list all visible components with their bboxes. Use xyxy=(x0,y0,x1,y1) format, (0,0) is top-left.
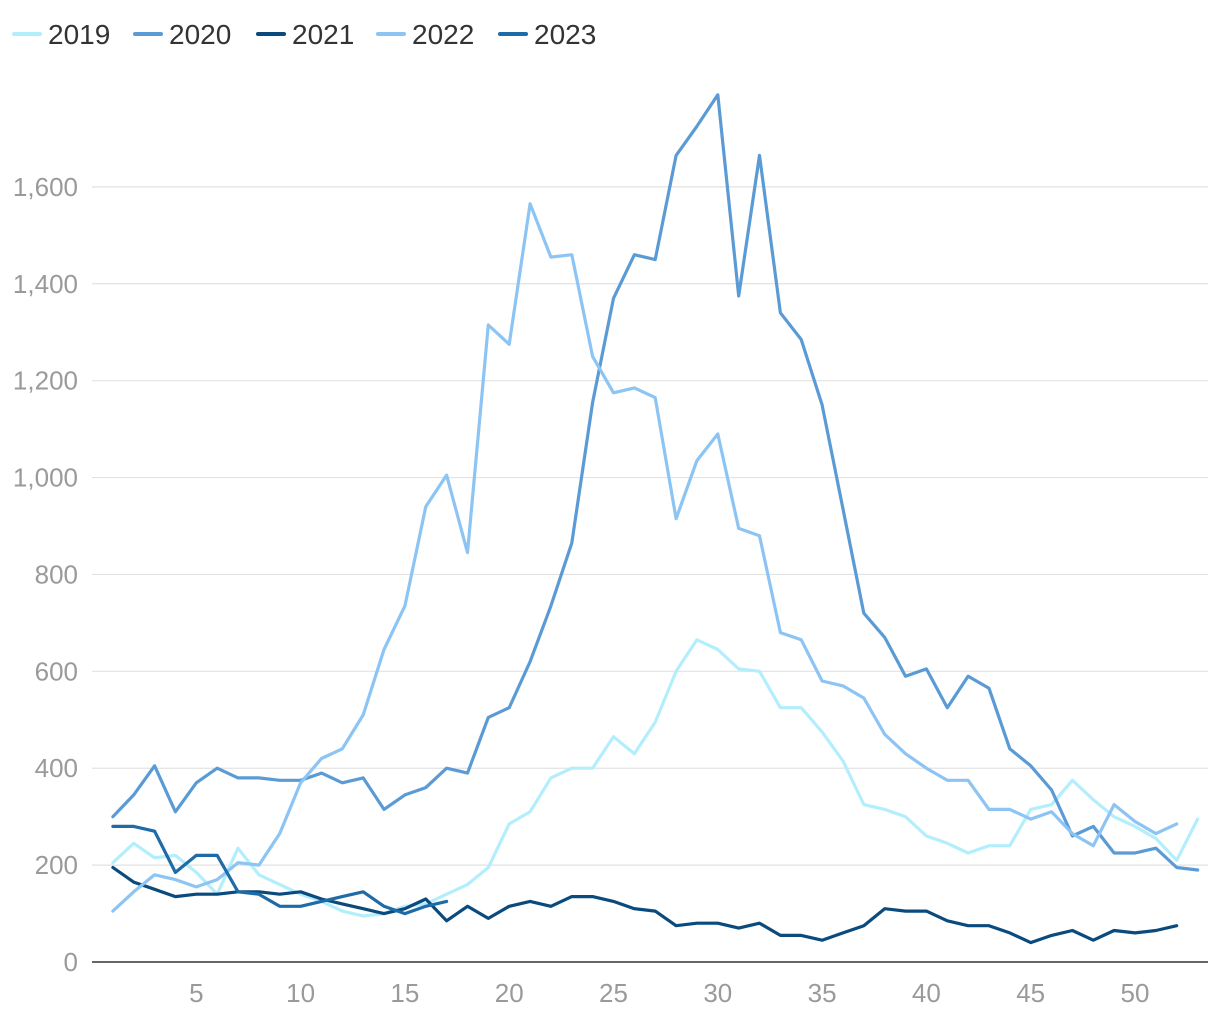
legend-label: 2022 xyxy=(412,19,474,50)
x-tick-label: 10 xyxy=(286,978,315,1008)
x-tick-label: 25 xyxy=(599,978,628,1008)
x-tick-label: 15 xyxy=(390,978,419,1008)
series-lines xyxy=(111,93,1200,945)
legend-item-2022[interactable]: 2022 xyxy=(376,19,474,50)
x-tick-label: 5 xyxy=(189,978,203,1008)
legend-label: 2020 xyxy=(169,19,231,50)
y-axis: 0 200 400 600 800 1,000 1,200 1,400 1,600 xyxy=(13,172,78,977)
x-tick-label: 35 xyxy=(808,978,837,1008)
legend-label: 2021 xyxy=(292,19,354,50)
legend-label: 2023 xyxy=(534,19,596,50)
series-line-2021 xyxy=(111,865,1179,945)
series-line-2023 xyxy=(111,824,449,916)
x-axis: 5 10 15 20 25 30 35 40 45 50 xyxy=(189,978,1149,1008)
x-tick-label: 45 xyxy=(1016,978,1045,1008)
y-tick-label: 1,000 xyxy=(13,463,78,493)
y-tick-label: 400 xyxy=(35,753,78,783)
gridlines xyxy=(92,186,1208,866)
y-tick-label: 1,200 xyxy=(13,366,78,396)
y-tick-label: 0 xyxy=(64,947,78,977)
y-tick-label: 1,600 xyxy=(13,172,78,202)
series-line-2022 xyxy=(111,202,1179,913)
y-tick-label: 800 xyxy=(35,559,78,589)
legend-item-2019[interactable]: 2019 xyxy=(12,19,110,50)
x-tick-label: 20 xyxy=(495,978,524,1008)
x-tick-label: 30 xyxy=(703,978,732,1008)
x-tick-label: 40 xyxy=(912,978,941,1008)
y-tick-label: 200 xyxy=(35,850,78,880)
series-line-2019 xyxy=(111,638,1200,918)
y-tick-label: 1,400 xyxy=(13,269,78,299)
legend-item-2021[interactable]: 2021 xyxy=(256,19,354,50)
legend-label: 2019 xyxy=(48,19,110,50)
legend: 2019 2020 2021 2022 2023 xyxy=(12,19,596,50)
legend-item-2020[interactable]: 2020 xyxy=(133,19,231,50)
x-tick-label: 50 xyxy=(1121,978,1150,1008)
series-line-2020 xyxy=(111,93,1200,872)
y-tick-label: 600 xyxy=(35,656,78,686)
legend-item-2023[interactable]: 2023 xyxy=(498,19,596,50)
